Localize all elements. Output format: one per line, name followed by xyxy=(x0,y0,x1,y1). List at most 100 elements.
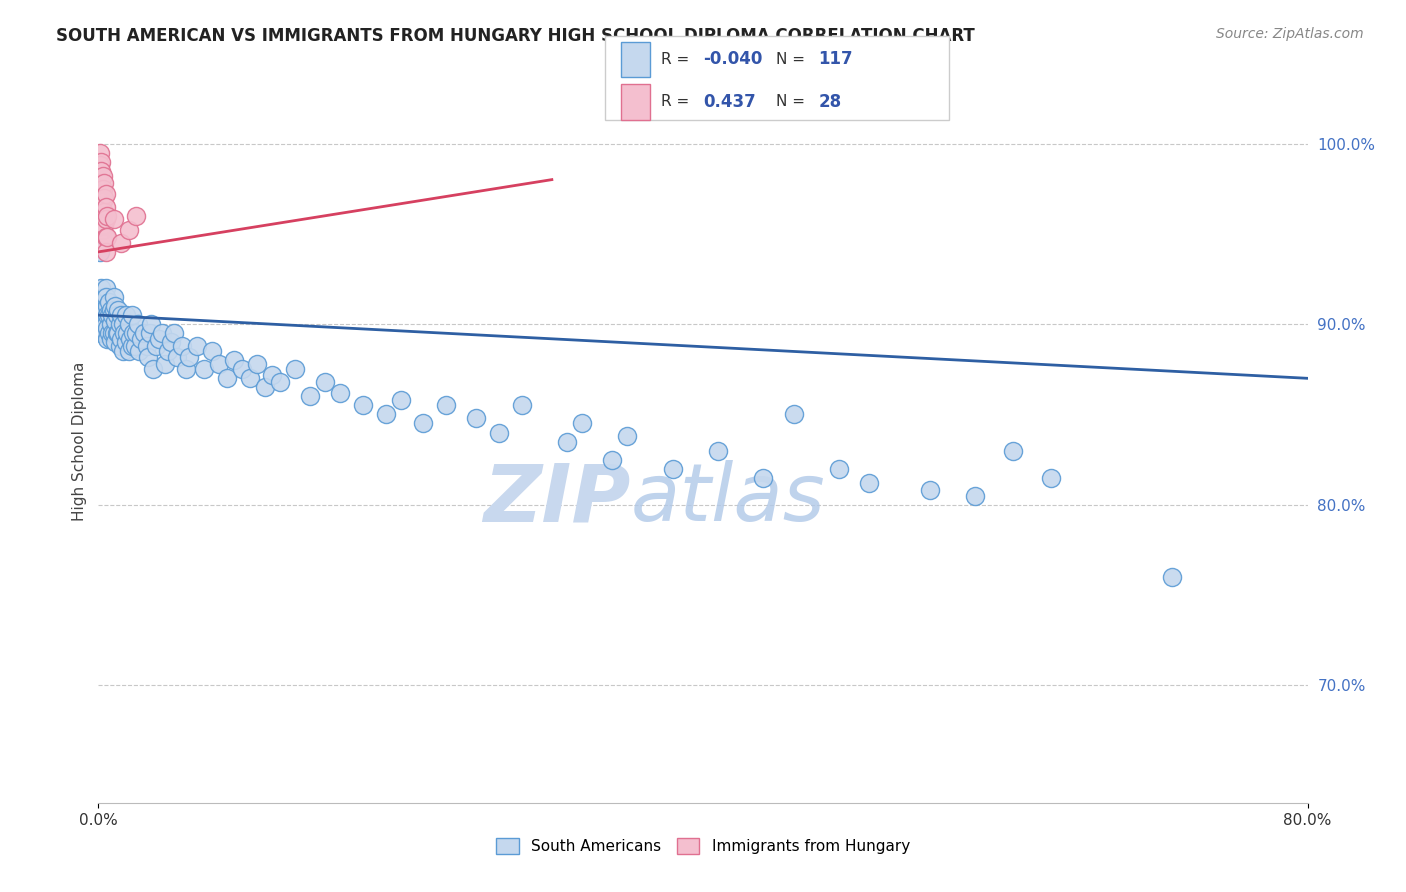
Point xyxy=(1039,470,1062,484)
Point xyxy=(93,317,115,331)
Point xyxy=(94,302,117,317)
Point xyxy=(91,194,114,209)
Point xyxy=(661,461,683,475)
Point xyxy=(193,362,215,376)
Point xyxy=(91,169,114,183)
Point xyxy=(114,335,136,350)
Point xyxy=(108,317,131,331)
Point xyxy=(555,434,578,449)
Point xyxy=(93,191,115,205)
Point xyxy=(602,452,624,467)
Point xyxy=(93,326,115,340)
Point xyxy=(125,209,148,223)
Point xyxy=(93,218,115,232)
Point xyxy=(89,181,111,195)
Point xyxy=(246,357,269,371)
Point xyxy=(112,326,135,340)
Point xyxy=(105,326,128,340)
Point xyxy=(783,408,806,422)
Text: R =: R = xyxy=(661,52,695,67)
Point xyxy=(374,408,396,422)
Point xyxy=(90,317,112,331)
Point xyxy=(94,187,117,202)
Point xyxy=(166,350,188,364)
Point xyxy=(299,389,322,403)
Point xyxy=(434,398,457,412)
Point xyxy=(142,362,165,376)
Point xyxy=(110,308,132,322)
Point xyxy=(136,350,159,364)
Point xyxy=(124,339,146,353)
Point xyxy=(94,290,117,304)
Point xyxy=(90,194,112,209)
Point xyxy=(135,339,157,353)
Point xyxy=(129,332,152,346)
Point xyxy=(858,476,880,491)
Point xyxy=(329,385,352,400)
Point xyxy=(139,326,162,340)
Point xyxy=(215,371,238,385)
Point xyxy=(965,489,987,503)
Point xyxy=(94,230,117,244)
Point xyxy=(91,299,114,313)
Point xyxy=(828,461,851,475)
Point xyxy=(96,209,118,223)
Point xyxy=(707,443,730,458)
Point xyxy=(110,235,132,250)
Text: 0.437: 0.437 xyxy=(703,93,756,111)
Point xyxy=(179,350,201,364)
Point xyxy=(262,368,284,382)
Legend: South Americans, Immigrants from Hungary: South Americans, Immigrants from Hungary xyxy=(489,832,917,860)
Point xyxy=(128,344,150,359)
Point xyxy=(100,332,122,346)
Text: N =: N = xyxy=(776,52,810,67)
Point xyxy=(118,223,141,237)
Point xyxy=(160,335,183,350)
Point xyxy=(89,145,111,160)
Point xyxy=(141,317,163,331)
Point xyxy=(616,429,638,443)
Point xyxy=(98,295,121,310)
Point xyxy=(239,371,262,385)
Point xyxy=(120,332,142,346)
Point xyxy=(91,317,114,331)
Point xyxy=(89,158,111,172)
Point xyxy=(91,223,114,237)
Point xyxy=(90,163,112,178)
Point xyxy=(90,176,112,190)
Point xyxy=(121,339,143,353)
Point xyxy=(94,212,117,227)
Point xyxy=(98,326,121,340)
Point xyxy=(284,362,307,376)
Point xyxy=(1001,443,1024,458)
Point xyxy=(132,326,155,340)
Point xyxy=(145,339,167,353)
Point xyxy=(100,317,122,331)
Point xyxy=(114,308,136,322)
Point xyxy=(186,339,208,353)
Point xyxy=(104,299,127,313)
Point xyxy=(100,302,122,317)
Text: -0.040: -0.040 xyxy=(703,51,762,69)
Point xyxy=(94,281,117,295)
Point xyxy=(118,344,141,359)
Point xyxy=(153,357,176,371)
Point xyxy=(107,302,129,317)
Point xyxy=(412,417,434,431)
Point xyxy=(231,362,253,376)
Point xyxy=(389,392,412,407)
Point xyxy=(93,205,115,219)
Point xyxy=(101,326,124,340)
Point xyxy=(94,200,117,214)
Point xyxy=(174,362,197,376)
Point xyxy=(103,290,125,304)
Point xyxy=(352,398,374,412)
Point xyxy=(90,326,112,340)
Point xyxy=(488,425,510,440)
Point xyxy=(1160,570,1182,584)
Point xyxy=(93,290,115,304)
Point xyxy=(163,326,186,340)
Point xyxy=(253,380,276,394)
Point xyxy=(103,302,125,317)
Point xyxy=(101,308,124,322)
